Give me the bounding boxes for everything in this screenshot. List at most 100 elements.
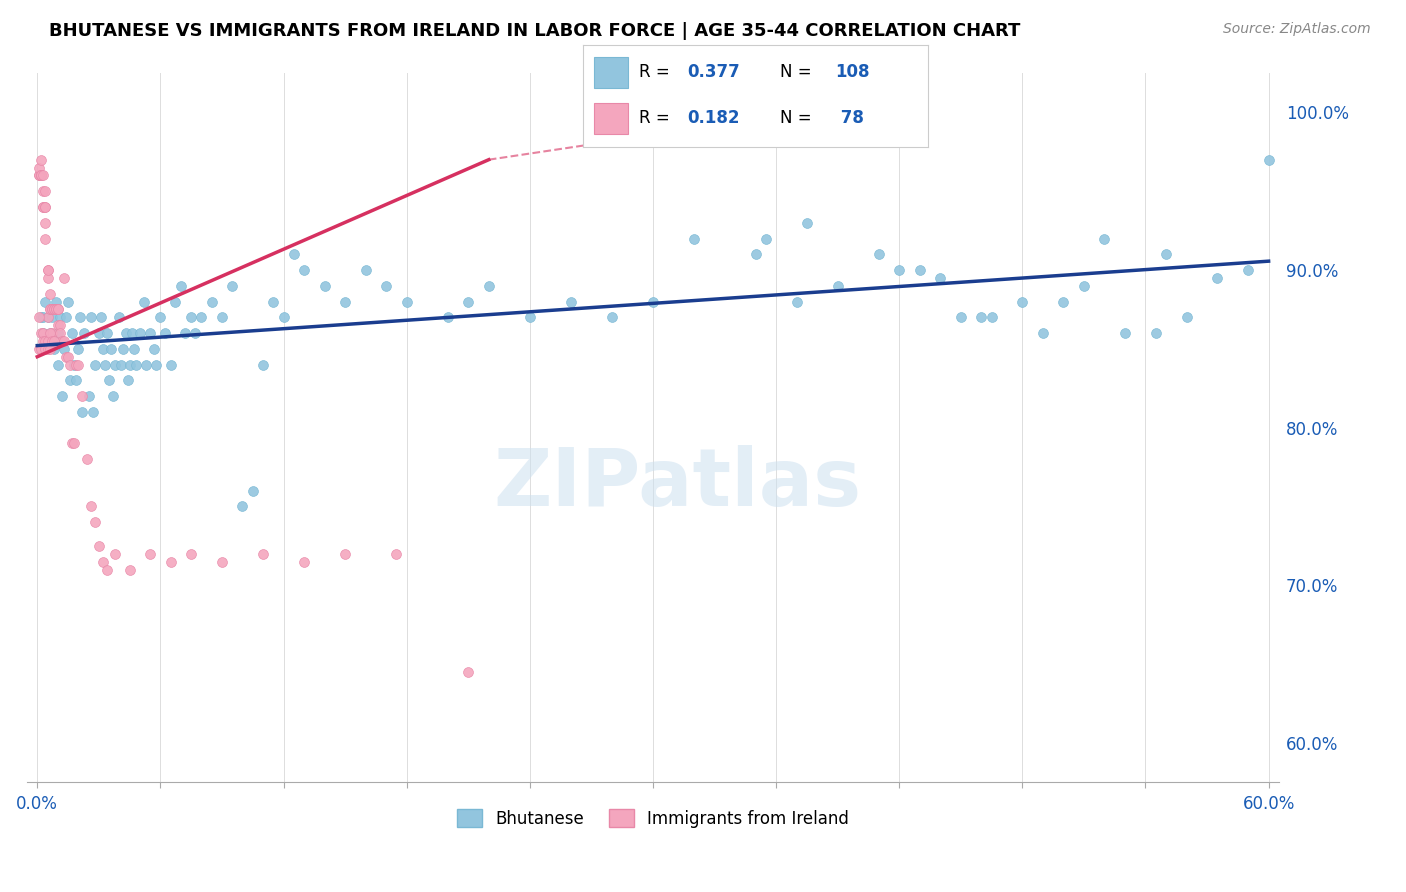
Point [91,342,114,356]
Point [1011,294,1033,309]
Point [83,515,105,529]
Point [190,310,212,325]
Point [333,294,356,309]
Point [1114,326,1136,340]
Point [96,562,118,576]
Point [110,358,132,372]
Point [34,334,56,348]
Point [38,326,60,340]
Point [32,200,55,214]
Point [100,342,122,356]
Point [55,350,77,364]
Point [41,334,63,348]
Point [30,169,52,183]
Point [929,271,952,285]
Point [118,562,141,576]
Point [174,326,197,340]
Point [135,358,157,372]
Point [560,294,582,309]
Point [103,389,125,403]
Point [28,169,51,183]
Point [55,310,77,325]
Point [87,539,110,553]
Point [32,310,55,325]
Point [436,310,458,325]
Point [125,358,148,372]
Point [28,161,51,175]
Point [868,247,890,261]
Point [90,310,112,325]
Point [252,358,274,372]
Point [114,326,136,340]
Point [46,302,69,317]
FancyBboxPatch shape [593,103,628,134]
Point [83,358,105,372]
Point [395,294,418,309]
Point [159,358,181,372]
Point [38,342,60,356]
Point [42,302,65,317]
Point [34,294,56,309]
Point [143,342,166,356]
Point [354,263,377,277]
Point [59,358,82,372]
Text: N =: N = [780,63,817,81]
Point [139,547,162,561]
Point [79,500,101,514]
Point [292,263,315,277]
Point [37,271,59,285]
Point [252,547,274,561]
Point [30,326,52,340]
Point [118,358,141,372]
Text: 78: 78 [835,110,863,128]
Point [1073,278,1095,293]
Point [72,389,94,403]
Point [73,326,96,340]
Point [37,263,59,277]
Point [117,373,139,387]
Point [180,547,202,561]
Point [42,334,65,348]
Point [333,547,356,561]
Point [283,247,305,261]
Point [970,310,993,325]
Point [132,294,155,309]
Point [231,500,253,514]
Point [52,334,75,348]
Point [273,310,295,325]
Point [38,286,60,301]
Point [34,216,56,230]
Point [65,373,87,387]
Point [30,310,52,325]
Point [69,310,91,325]
Text: BHUTANESE VS IMMIGRANTS FROM IRELAND IN LABOR FORCE | AGE 35-44 CORRELATION CHAR: BHUTANESE VS IMMIGRANTS FROM IRELAND IN … [49,22,1021,40]
Legend: Bhutanese, Immigrants from Ireland: Bhutanese, Immigrants from Ireland [450,803,856,834]
Point [28,342,51,356]
Point [786,294,808,309]
Point [59,373,82,387]
Point [32,326,55,340]
Text: N =: N = [780,110,817,128]
Point [37,310,59,325]
Point [159,555,181,569]
Point [796,216,818,230]
Point [149,310,172,325]
Point [34,231,56,245]
Point [145,358,167,372]
Point [37,263,59,277]
Point [51,334,73,348]
Point [45,294,67,309]
Point [153,326,176,340]
Point [211,310,233,325]
Point [1032,326,1054,340]
Point [104,358,127,372]
Point [827,278,849,293]
Point [79,310,101,325]
Point [600,310,623,325]
Point [34,184,56,198]
Point [201,294,224,309]
Point [41,326,63,340]
Point [94,358,117,372]
Point [67,342,90,356]
Point [180,310,202,325]
